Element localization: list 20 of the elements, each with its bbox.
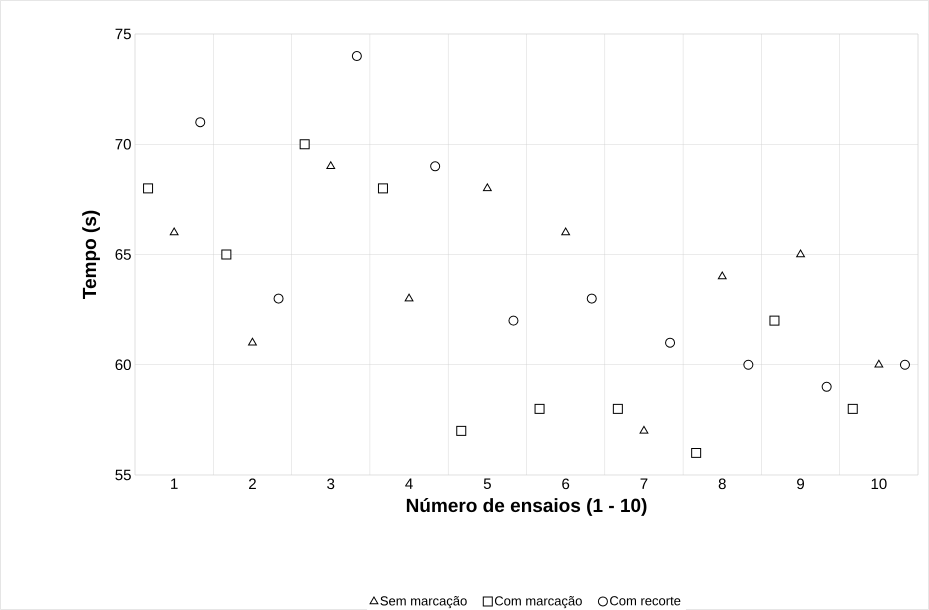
y-tick-label: 60 (116, 359, 131, 370)
x-tick-label: 1 (171, 478, 178, 489)
y-axis-title: Tempo (s) (82, 210, 100, 299)
y-tick-label: 65 (116, 249, 131, 260)
legend-label: Sem marcação (380, 596, 467, 608)
x-tick-label: 9 (797, 478, 804, 490)
x-axis-title: Número de ensaios (1 - 10) (406, 498, 646, 516)
x-tick-label: 7 (640, 478, 648, 489)
x-tick-label: 2 (249, 478, 256, 489)
x-tick-label: 4 (405, 478, 413, 489)
legend-label: Com marcação (494, 596, 582, 608)
x-tick-label: 6 (562, 478, 570, 490)
y-tick-label: 75 (116, 28, 131, 40)
x-tick-label: 3 (327, 478, 334, 490)
x-tick-label: 10 (872, 478, 887, 490)
legend-label: Com recorte (610, 596, 680, 606)
y-tick-label: 70 (116, 138, 131, 150)
x-tick-label: 5 (484, 478, 491, 489)
y-tick-label: 55 (115, 470, 131, 480)
x-tick-label: 8 (718, 478, 726, 490)
